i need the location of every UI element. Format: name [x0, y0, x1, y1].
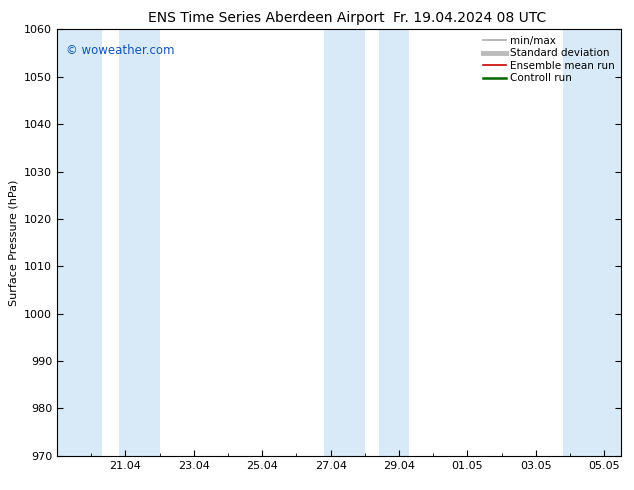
Bar — [378, 29, 410, 456]
Text: Fr. 19.04.2024 08 UTC: Fr. 19.04.2024 08 UTC — [392, 11, 546, 25]
Text: ENS Time Series Aberdeen Airport: ENS Time Series Aberdeen Airport — [148, 11, 385, 25]
Bar — [57, 29, 101, 456]
Text: © woweather.com: © woweather.com — [65, 44, 174, 57]
Bar — [324, 29, 365, 456]
Bar — [119, 29, 160, 456]
Bar — [563, 29, 621, 456]
Legend: min/max, Standard deviation, Ensemble mean run, Controll run: min/max, Standard deviation, Ensemble me… — [479, 31, 619, 88]
Y-axis label: Surface Pressure (hPa): Surface Pressure (hPa) — [8, 179, 18, 306]
